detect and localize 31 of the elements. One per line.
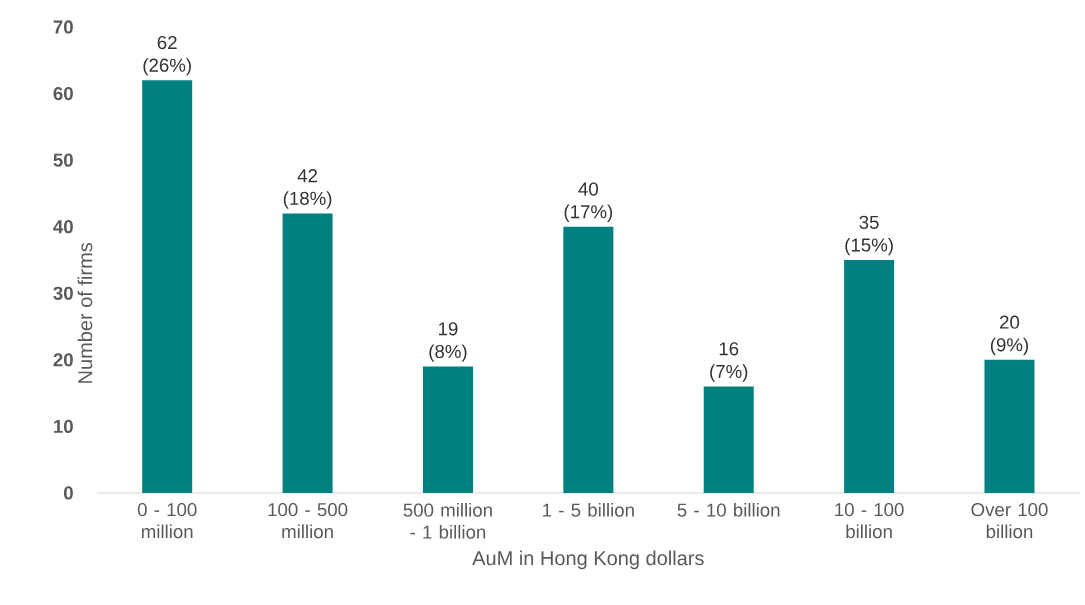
y-tick-label: 70 (53, 20, 73, 34)
x-tick-label: 0 - 100 million (137, 503, 197, 539)
y-tick-label: 20 (53, 353, 73, 367)
x-tick-label: Over 100 billion (971, 503, 1048, 539)
data-label: 20 (9%) (990, 315, 1029, 356)
data-label: 42 (18%) (283, 169, 332, 209)
bar (703, 386, 754, 493)
y-tick-label: 10 (54, 419, 73, 434)
y-tick-label: 40 (53, 220, 73, 234)
x-tick-label: 10 - 100 billion (835, 503, 904, 539)
bar (844, 259, 895, 493)
data-label: 16 (7%) (710, 342, 748, 382)
y-tick-label: 0 (63, 486, 73, 500)
x-tick-label: 1 - 5 billion (543, 503, 634, 517)
y-tick-label: 50 (53, 153, 73, 167)
x-tick-label: 5 - 10 billion (677, 503, 780, 517)
y-tick-label: 30 (53, 286, 73, 300)
y-axis-title: Number of firms (77, 242, 93, 383)
bar (563, 226, 614, 493)
data-label: 19 (8%) (429, 322, 467, 362)
data-label: 62 (26%) (143, 35, 191, 76)
bar (984, 359, 1035, 493)
bar (422, 366, 473, 493)
bar (282, 213, 333, 493)
y-tick-label: 60 (53, 86, 73, 101)
x-tick-label: 100 - 500 million (268, 503, 348, 539)
x-axis-title: AuM in Hong Kong dollars (472, 550, 704, 570)
x-tick-label: 500 million - 1 billion (403, 503, 492, 539)
bar (142, 80, 193, 493)
data-label: 40 (17%) (564, 182, 613, 222)
data-label: 35 (15%) (845, 215, 893, 256)
